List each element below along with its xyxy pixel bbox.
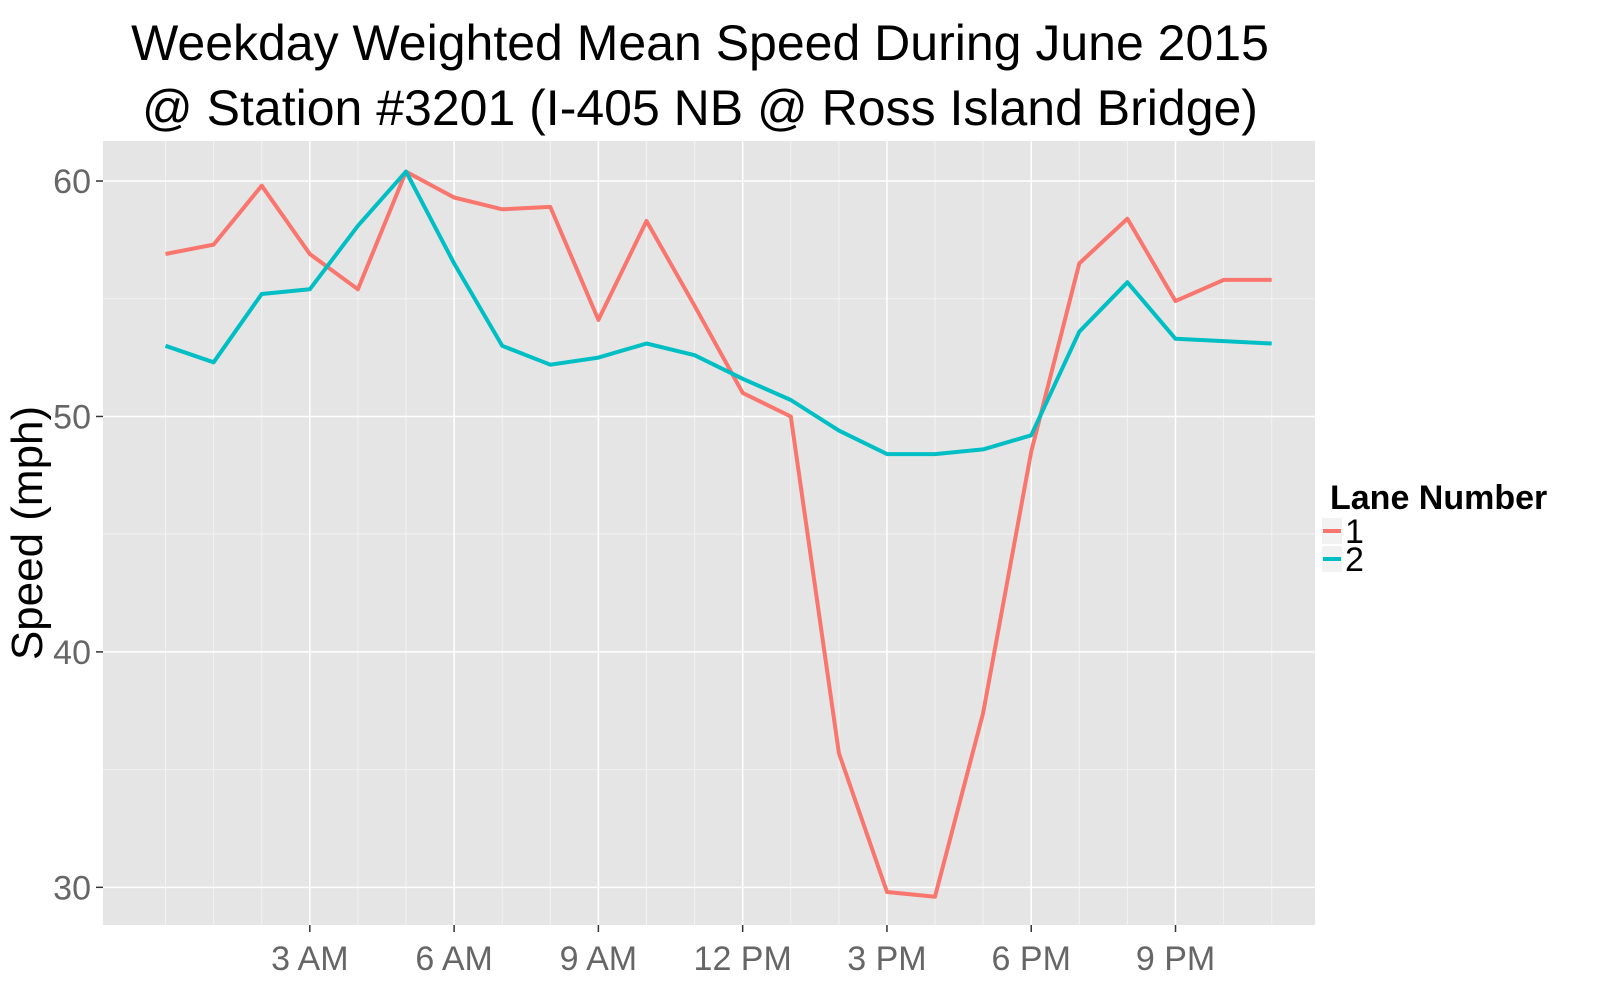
minor-grid [103, 141, 1315, 925]
chart-title-line-1: Weekday Weighted Mean Speed During June … [131, 15, 1269, 71]
x-tick-label: 3 AM [271, 940, 348, 978]
y-tick-label: 50 [53, 398, 91, 436]
y-axis: 30 40 50 60 [53, 163, 103, 907]
chart-title-line-2: @ Station #3201 (I-405 NB @ Ross Island … [142, 80, 1258, 136]
x-tick-label: 12 PM [694, 940, 792, 978]
legend-label-lane-1: 1 [1345, 513, 1364, 551]
series-layer [164, 169, 1272, 899]
series-line-lane-2 [164, 169, 1272, 457]
series-line-lane-1 [165, 169, 1272, 899]
x-tick-label: 3 PM [847, 940, 926, 978]
legend: Lane Number 12 [1322, 479, 1547, 579]
major-grid [103, 141, 1315, 925]
y-tick-label: 40 [53, 634, 91, 672]
legend-title: Lane Number [1330, 479, 1547, 517]
legend-items: 12 [1322, 513, 1364, 579]
x-axis: 3 AM 6 AM 9 AM 12 PM 3 PM 6 PM 9 PM [271, 925, 1215, 978]
x-tick-label: 6 PM [992, 940, 1071, 978]
y-tick-label: 60 [53, 163, 91, 201]
x-tick-label: 6 AM [415, 940, 492, 978]
plot-panel [103, 141, 1315, 925]
x-tick-label: 9 PM [1136, 940, 1215, 978]
y-tick-label: 30 [53, 869, 91, 907]
legend-label-lane-2: 2 [1345, 541, 1364, 579]
x-tick-label: 9 AM [560, 940, 637, 978]
y-axis-title: Speed (mph) [3, 406, 52, 660]
